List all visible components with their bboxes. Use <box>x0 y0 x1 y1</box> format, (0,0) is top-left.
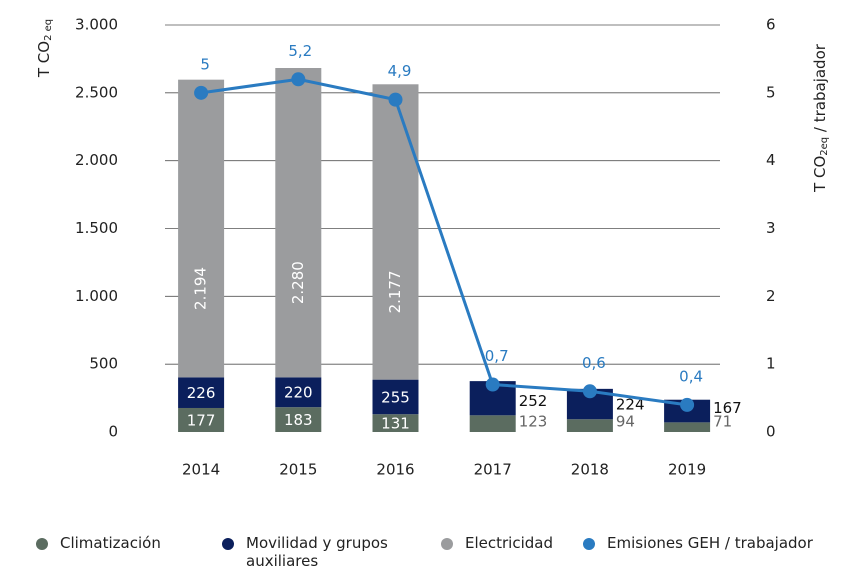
value-label: 177 <box>187 411 216 429</box>
line-value-label: 5,2 <box>288 42 312 60</box>
y2-tick-label: 4 <box>766 151 776 169</box>
line-point <box>291 72 306 87</box>
line-value-label: 0,4 <box>679 367 703 385</box>
legend-swatch <box>583 538 595 550</box>
y2-axis-title-sub: 2eq <box>819 137 830 156</box>
line <box>200 77 688 407</box>
value-label: 220 <box>284 384 313 402</box>
y-tick-label: 3.000 <box>75 16 118 34</box>
legend-swatch <box>441 538 453 550</box>
y2-tick-label: 6 <box>766 16 776 34</box>
value-label: 2.280 <box>289 261 307 304</box>
y2-tick-label: 5 <box>766 83 776 101</box>
bar-segment <box>275 68 322 378</box>
x-tick-label: 2014 <box>182 461 220 479</box>
value-label: 183 <box>284 411 313 429</box>
line-point <box>485 377 500 392</box>
y-tick-label: 500 <box>89 355 118 373</box>
value-label: 71 <box>713 413 732 431</box>
y-axis-title-sub: 2 eq <box>43 19 54 41</box>
y-axis-title-text: T CO <box>35 41 53 78</box>
x-tick-label: 2015 <box>279 461 317 479</box>
legend-swatch <box>222 538 234 550</box>
legend-swatch <box>36 538 48 550</box>
y2-axis-title-suffix: / trabajador <box>811 43 829 137</box>
line-value-label: 4,9 <box>388 62 412 80</box>
legend-item: Climatización <box>36 534 206 552</box>
bar-segment <box>275 407 322 432</box>
y2-tick-label: 3 <box>766 219 776 237</box>
value-label: 94 <box>616 413 635 431</box>
line-value-label: 0,6 <box>582 354 606 372</box>
value-label: 167 <box>713 399 742 417</box>
value-label: 2.194 <box>192 267 210 310</box>
legend-label: Emisiones GEH / trabajador <box>607 534 813 552</box>
y-tick-label: 2.500 <box>75 83 118 101</box>
legend-item: Movilidad y grupos auxiliares <box>222 534 402 570</box>
value-label: 131 <box>381 415 410 433</box>
bar-segment <box>566 419 613 432</box>
y2-tick-label: 0 <box>766 423 776 441</box>
legend-label: Movilidad y grupos auxiliares <box>246 534 388 570</box>
y-tick-label: 1.000 <box>75 287 118 305</box>
x-tick-label: 2017 <box>474 461 512 479</box>
line-point <box>680 397 695 412</box>
y-tick-label: 0 <box>108 423 118 441</box>
value-label: 255 <box>381 388 410 406</box>
value-label: 2.177 <box>386 270 404 313</box>
bar-segment <box>372 379 419 415</box>
bar-segment <box>664 422 711 432</box>
y2-tick-label: 2 <box>766 287 776 305</box>
bar-segment <box>178 79 225 378</box>
line-point <box>582 384 597 399</box>
y-tick-label: 2.000 <box>75 151 118 169</box>
bar-segment <box>178 377 225 408</box>
value-label: 224 <box>616 396 645 414</box>
line-value-label: 0,7 <box>485 347 509 365</box>
x-tick-label: 2019 <box>668 461 706 479</box>
legend-item: Electricidad <box>441 534 571 552</box>
x-tick-label: 2016 <box>376 461 414 479</box>
line-value-label: 5 <box>200 55 210 73</box>
y-tick-label: 1.500 <box>75 219 118 237</box>
x-tick-label: 2018 <box>571 461 609 479</box>
bar-segment <box>372 414 419 432</box>
value-label: 123 <box>519 413 548 431</box>
legend: Climatización Movilidad y grupos auxiliar… <box>0 534 849 579</box>
bar-segment <box>178 407 225 432</box>
bar-segment <box>372 84 419 380</box>
y2-tick-label: 1 <box>766 355 776 373</box>
line-point <box>388 92 403 107</box>
line-point <box>194 85 209 100</box>
value-label: 252 <box>519 392 548 410</box>
bar-segment <box>469 415 516 432</box>
legend-item: Emisiones GEH / trabajador <box>583 534 843 552</box>
legend-label: Climatización <box>60 534 161 552</box>
value-label: 226 <box>187 384 216 402</box>
legend-label: Electricidad <box>465 534 553 552</box>
y2-axis-title: T CO2eq / trabajador <box>811 43 831 193</box>
y-axis-title: T CO2 eq <box>35 19 55 78</box>
bar-segment <box>275 377 322 408</box>
y2-axis-title-text: T CO <box>811 156 829 193</box>
